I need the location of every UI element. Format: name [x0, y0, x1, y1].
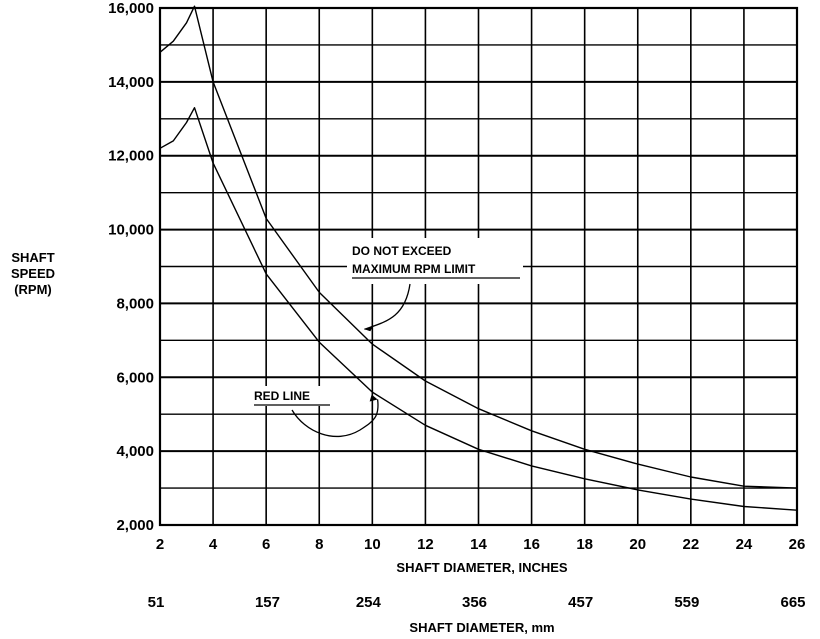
y-tick-label: 2,000 [116, 517, 154, 534]
mm-tick-label: 51 [148, 594, 165, 611]
y-tick-label: 4,000 [116, 443, 154, 460]
x-tick-label: 4 [209, 536, 218, 553]
x-tick-label: 22 [682, 536, 699, 553]
grid [158, 6, 799, 527]
annotations: DO NOT EXCEED MAXIMUM RPM LIMIT RED LINE [250, 238, 523, 438]
mm-tick-label: 457 [568, 594, 593, 611]
annotation-background [250, 386, 332, 406]
x-tick-label: 6 [262, 536, 270, 553]
x-tick-label: 12 [417, 536, 434, 553]
mm-tick-label: 157 [255, 594, 280, 611]
x-tick-label: 20 [629, 536, 646, 553]
y-axis-title-line: SHAFT [11, 250, 54, 265]
annotation-max-rpm-leader [364, 283, 411, 330]
x-tick-labels: 2 4 6 8 10 12 14 16 18 20 22 24 26 [156, 536, 806, 553]
y-tick-label: 16,000 [108, 0, 154, 17]
annotation-arrowhead [364, 325, 374, 332]
x-tick-label: 8 [315, 536, 323, 553]
mm-tick-label: 356 [462, 594, 487, 611]
red-line-curve [159, 106, 798, 511]
y-tick-label: 14,000 [108, 74, 154, 91]
x-tick-label: 26 [789, 536, 806, 553]
curves [159, 5, 798, 511]
annotation-red-line-text: RED LINE [254, 389, 310, 403]
x-tick-label: 14 [470, 536, 487, 553]
x-axis-title: SHAFT DIAMETER, INCHES [396, 560, 568, 575]
annotation-red-line-leader [291, 399, 379, 438]
x-axis-title-mm: SHAFT DIAMETER, mm [409, 620, 554, 635]
x-tick-label: 10 [364, 536, 381, 553]
annotation-background [347, 238, 523, 284]
y-tick-label: 8,000 [116, 295, 154, 312]
y-tick-label: 10,000 [108, 222, 154, 239]
mm-tick-label: 254 [356, 594, 382, 611]
y-tick-label: 6,000 [116, 369, 154, 386]
max-rpm-limit-curve [159, 5, 798, 489]
y-tick-label: 12,000 [108, 148, 154, 165]
x-tick-label: 2 [156, 536, 164, 553]
y-tick-labels: 2,000 4,000 6,000 8,000 10,000 12,000 14,000 16… [108, 0, 154, 534]
x-tick-label: 24 [736, 536, 753, 553]
y-axis-title-line: SPEED [11, 266, 55, 281]
mm-tick-label: 559 [674, 594, 699, 611]
mm-tick-labels: 51 157 254 356 457 559 665 [148, 594, 806, 611]
annotation-max-rpm-text: MAXIMUM RPM LIMIT [352, 262, 476, 276]
mm-tick-label: 665 [780, 594, 805, 611]
annotation-max-rpm-text: DO NOT EXCEED [352, 244, 452, 258]
annotation-arrowhead [369, 394, 378, 402]
x-tick-label: 18 [576, 536, 593, 553]
x-tick-label: 16 [523, 536, 540, 553]
y-axis-title-line: (RPM) [14, 282, 52, 297]
